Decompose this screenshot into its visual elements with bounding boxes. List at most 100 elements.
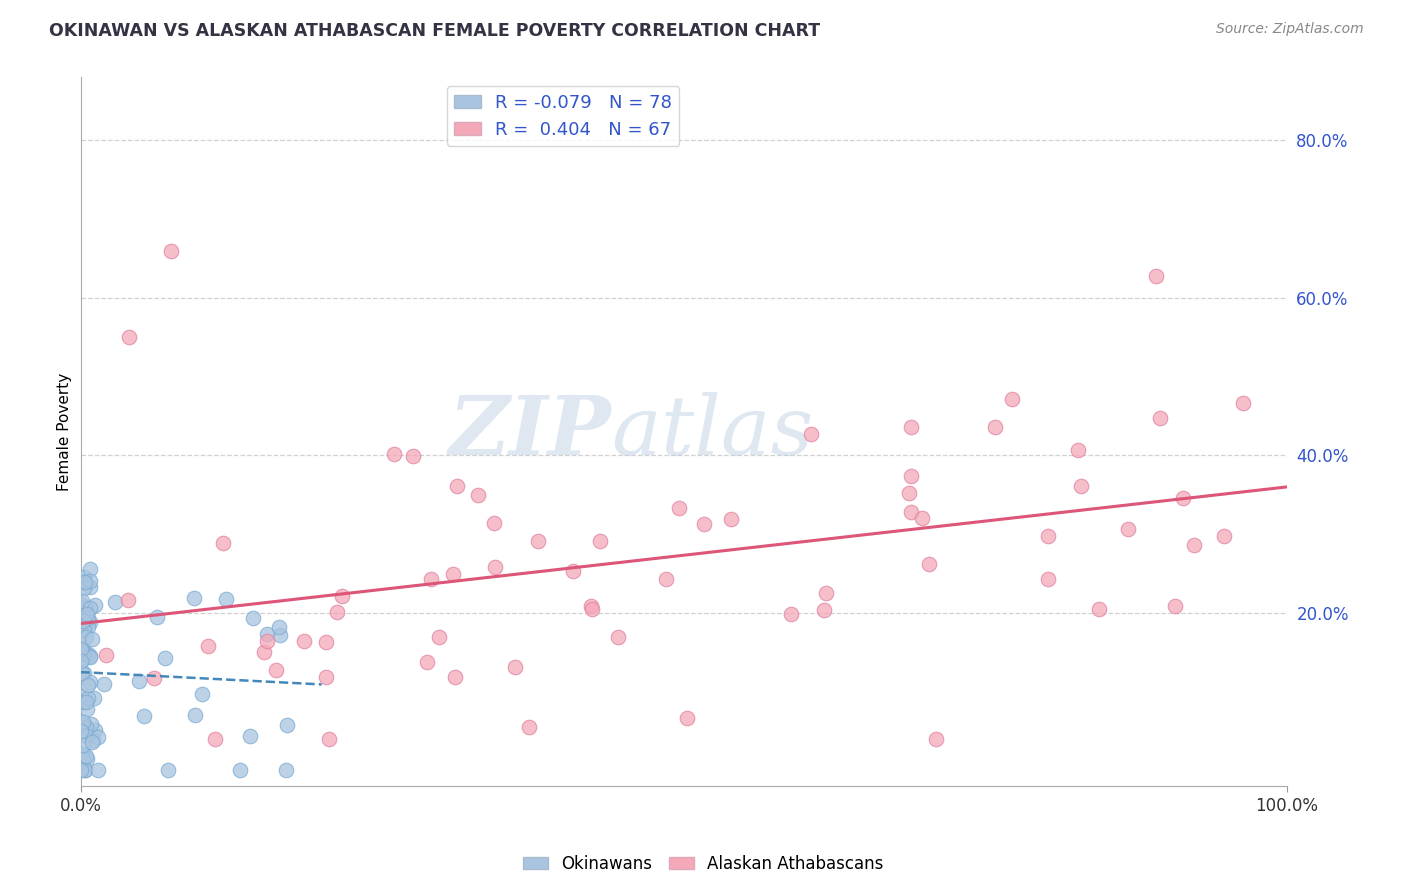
Point — [256, 634, 278, 648]
Point — [239, 730, 262, 744]
Point — [332, 589, 354, 603]
Point — [75, 720, 97, 734]
Point — [242, 611, 264, 625]
Point — [315, 635, 337, 649]
Point — [84, 598, 107, 612]
Point — [79, 675, 101, 690]
Point — [292, 633, 315, 648]
Legend: R = -0.079   N = 78, R =  0.404   N = 67: R = -0.079 N = 78, R = 0.404 N = 67 — [447, 87, 679, 146]
Point — [211, 535, 233, 549]
Point — [517, 720, 540, 734]
Point — [160, 244, 183, 258]
Point — [79, 648, 101, 663]
Point — [72, 696, 94, 710]
Point — [77, 619, 100, 633]
Point — [69, 597, 91, 611]
Point — [276, 718, 298, 732]
Point — [70, 593, 93, 607]
Point — [75, 695, 97, 709]
Point — [79, 716, 101, 731]
Point — [73, 624, 96, 638]
Point — [79, 562, 101, 576]
Point — [1144, 268, 1167, 283]
Point — [134, 709, 156, 723]
Point — [73, 570, 96, 584]
Point — [607, 630, 630, 644]
Point — [581, 602, 603, 616]
Point — [443, 670, 465, 684]
Point — [86, 764, 108, 778]
Point — [72, 665, 94, 680]
Point — [117, 592, 139, 607]
Point — [77, 611, 100, 625]
Point — [79, 574, 101, 589]
Point — [73, 575, 96, 590]
Legend: Okinawans, Alaskan Athabascans: Okinawans, Alaskan Athabascans — [516, 848, 890, 880]
Point — [80, 735, 103, 749]
Point — [79, 650, 101, 665]
Point — [70, 689, 93, 703]
Point — [73, 581, 96, 595]
Point — [83, 690, 105, 705]
Point — [76, 647, 98, 661]
Point — [79, 601, 101, 615]
Point — [264, 664, 287, 678]
Point — [73, 764, 96, 778]
Point — [668, 501, 690, 516]
Point — [1149, 411, 1171, 425]
Point — [427, 630, 450, 644]
Point — [118, 330, 141, 344]
Point — [269, 620, 291, 634]
Point — [419, 572, 441, 586]
Point — [153, 650, 176, 665]
Point — [83, 723, 105, 738]
Point — [184, 707, 207, 722]
Point — [76, 690, 98, 705]
Point — [73, 646, 96, 660]
Point — [1164, 599, 1187, 614]
Point — [215, 592, 238, 607]
Point — [183, 591, 205, 605]
Point — [813, 603, 835, 617]
Point — [1070, 479, 1092, 493]
Point — [326, 605, 349, 619]
Point — [70, 717, 93, 731]
Point — [229, 764, 252, 778]
Text: atlas: atlas — [612, 392, 814, 472]
Point — [76, 607, 98, 621]
Point — [70, 647, 93, 661]
Point — [80, 632, 103, 646]
Point — [526, 534, 548, 549]
Text: Source: ZipAtlas.com: Source: ZipAtlas.com — [1216, 22, 1364, 37]
Point — [911, 511, 934, 525]
Point — [75, 748, 97, 763]
Point — [984, 419, 1007, 434]
Point — [204, 731, 226, 746]
Point — [72, 747, 94, 762]
Point — [86, 731, 108, 745]
Point — [446, 479, 468, 493]
Point — [676, 711, 699, 725]
Point — [579, 599, 602, 614]
Point — [70, 723, 93, 738]
Point — [69, 654, 91, 668]
Point — [103, 595, 125, 609]
Point — [1116, 522, 1139, 536]
Point — [315, 670, 337, 684]
Point — [484, 559, 506, 574]
Point — [1173, 491, 1195, 506]
Point — [897, 486, 920, 500]
Point — [73, 600, 96, 615]
Point — [1001, 392, 1024, 406]
Point — [917, 557, 939, 571]
Point — [76, 729, 98, 743]
Point — [780, 607, 803, 622]
Point — [94, 648, 117, 663]
Point — [76, 702, 98, 716]
Point — [467, 488, 489, 502]
Point — [253, 644, 276, 658]
Point — [1212, 528, 1234, 542]
Point — [79, 580, 101, 594]
Y-axis label: Female Poverty: Female Poverty — [58, 373, 72, 491]
Point — [269, 628, 291, 642]
